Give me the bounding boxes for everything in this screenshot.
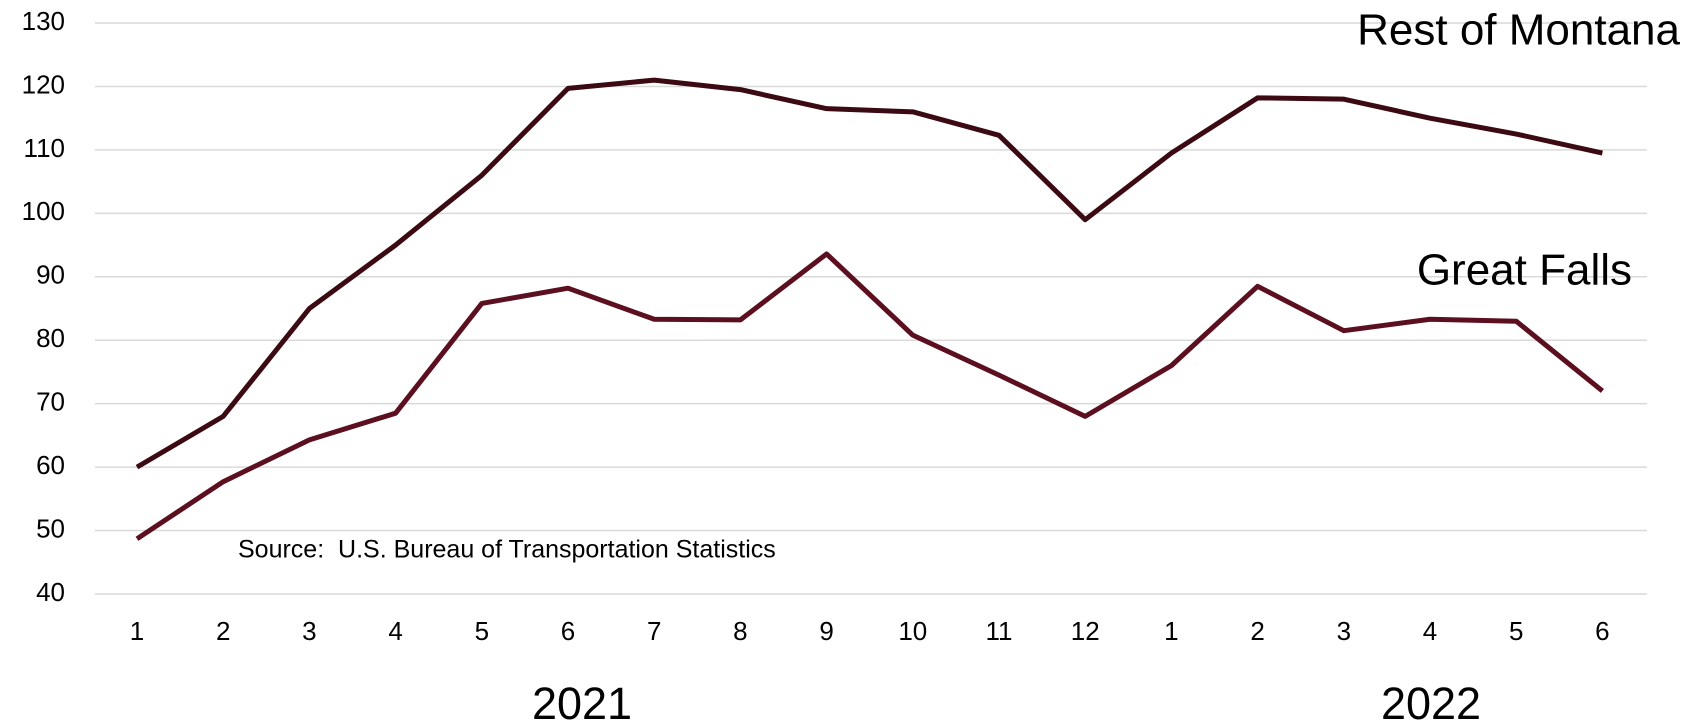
- x-tick-label: 5: [1509, 616, 1523, 646]
- y-tick-label: 40: [36, 577, 65, 607]
- y-tick-label: 100: [22, 196, 65, 226]
- source-note: Source: U.S. Bureau of Transportation St…: [238, 536, 776, 564]
- series-line: [135, 77, 1603, 470]
- y-tick-label: 120: [22, 69, 65, 99]
- x-tick-label: 6: [561, 616, 575, 646]
- y-tick-label: 110: [24, 133, 65, 163]
- y-tick-label: 70: [36, 387, 65, 417]
- y-tick-label: 80: [36, 323, 65, 353]
- series-label: Great Falls: [1417, 246, 1632, 295]
- y-tick-label: 60: [36, 450, 65, 480]
- x-tick-label: 7: [647, 616, 661, 646]
- x-tick-label: 3: [1337, 616, 1351, 646]
- x-tick-label: 8: [733, 616, 747, 646]
- x-tick-label: 6: [1595, 616, 1609, 646]
- x-tick-label: 2: [1250, 616, 1264, 646]
- x-tick-label: 11: [986, 616, 1013, 646]
- year-label: 2021: [532, 678, 632, 726]
- x-tick-label: 10: [898, 616, 927, 646]
- y-tick-label: 90: [36, 260, 65, 290]
- x-tick-label: 3: [302, 616, 316, 646]
- x-tick-label: 12: [1071, 616, 1100, 646]
- series-label: Rest of Montana: [1357, 6, 1680, 55]
- x-tick-label: 9: [819, 616, 833, 646]
- x-tick-label: 5: [475, 616, 489, 646]
- y-tick-label: 130: [22, 6, 65, 36]
- x-tick-label: 1: [1164, 616, 1178, 646]
- x-tick-label: 2: [216, 616, 230, 646]
- x-tick-label: 1: [130, 616, 144, 646]
- year-label: 2022: [1381, 678, 1481, 726]
- x-tick-label: 4: [388, 616, 402, 646]
- x-tick-label: 4: [1423, 616, 1437, 646]
- series-line: [135, 251, 1604, 541]
- y-tick-label: 50: [36, 513, 65, 543]
